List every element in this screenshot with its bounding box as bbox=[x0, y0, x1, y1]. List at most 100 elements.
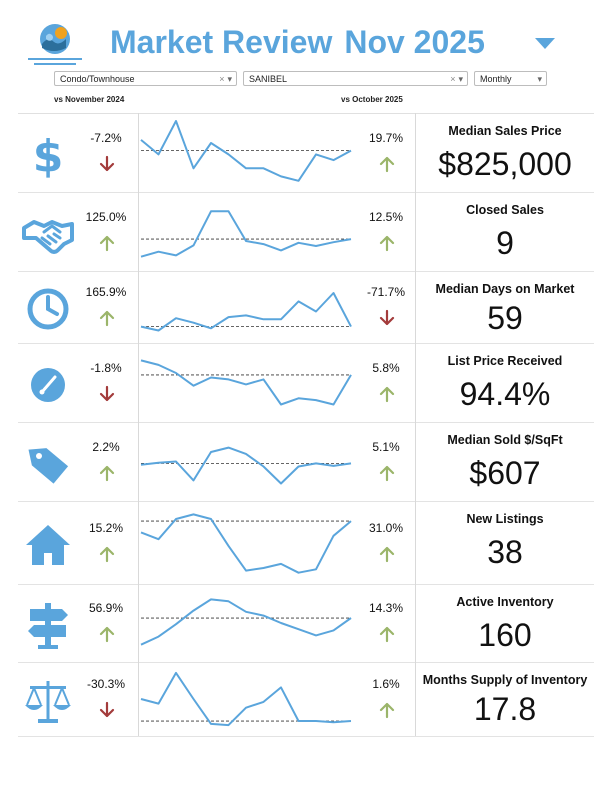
trend-sparkline bbox=[140, 446, 352, 485]
area-value: SANIBEL bbox=[249, 74, 288, 84]
arrow-up-icon bbox=[99, 465, 115, 481]
arrow-down-icon bbox=[99, 155, 115, 171]
yoy-comparison-label: vs November 2024 bbox=[54, 95, 125, 104]
clear-icon[interactable]: × bbox=[450, 74, 456, 84]
clear-icon[interactable]: × bbox=[219, 74, 225, 84]
frequency-select[interactable]: Monthly ▾ bbox=[474, 71, 547, 86]
gauge-icon bbox=[31, 367, 65, 402]
metric-row: 165.9% -71.7% Median Days on Market 59 bbox=[18, 271, 594, 344]
trend-line bbox=[140, 210, 352, 258]
clock-icon bbox=[27, 288, 69, 330]
price-tag-icon bbox=[28, 447, 69, 484]
yoy-change: 15.2% bbox=[88, 520, 124, 535]
trend-line bbox=[140, 598, 352, 646]
mom-change: 12.5% bbox=[368, 209, 404, 224]
metric-row: 125.0% 12.5% Closed Sales 9 bbox=[18, 192, 594, 272]
arrow-up-icon bbox=[379, 235, 395, 251]
metric-name: Closed Sales bbox=[466, 203, 544, 217]
arrow-up-icon bbox=[99, 310, 115, 327]
yoy-change: 56.9% bbox=[88, 601, 124, 615]
trend-line bbox=[140, 446, 352, 485]
trend-sparkline bbox=[140, 120, 352, 182]
metric-name: Median Sold $/SqFt bbox=[447, 433, 563, 447]
period-text: Nov 2025 bbox=[344, 24, 485, 60]
metric-value: $607 bbox=[469, 455, 541, 491]
arrow-down-icon bbox=[379, 309, 395, 326]
chevron-down-icon[interactable]: ▾ bbox=[227, 74, 232, 84]
mom-change: 31.0% bbox=[368, 520, 404, 535]
metric-value: 9 bbox=[496, 225, 514, 261]
trend-sparkline bbox=[140, 359, 352, 406]
metric-value: 160 bbox=[478, 617, 532, 653]
arrow-up-icon bbox=[99, 626, 115, 643]
metric-name: Median Days on Market bbox=[435, 282, 575, 296]
metric-row: -1.8% 5.8% List Price Received 94.4% bbox=[18, 343, 594, 423]
metric-value: 38 bbox=[487, 534, 523, 570]
property-type-value: Condo/Townhouse bbox=[60, 74, 135, 84]
metric-row: 56.9% 14.3% Active Inventory 160 bbox=[18, 584, 594, 663]
yoy-change: 125.0% bbox=[85, 209, 127, 224]
dollar-icon: $ bbox=[33, 131, 64, 181]
trend-sparkline bbox=[140, 598, 352, 646]
metric-name: List Price Received bbox=[447, 354, 563, 368]
yoy-change: -30.3% bbox=[86, 677, 126, 691]
trend-sparkline bbox=[140, 513, 352, 574]
mom-change: 14.3% bbox=[368, 601, 404, 615]
metric-name: Median Sales Price bbox=[448, 124, 562, 138]
frequency-value: Monthly bbox=[480, 74, 512, 84]
yoy-change: 165.9% bbox=[85, 285, 127, 299]
trend-line bbox=[140, 671, 352, 727]
arrow-up-icon bbox=[99, 235, 115, 251]
arrow-down-icon bbox=[99, 385, 115, 401]
mom-change: 1.6% bbox=[372, 677, 400, 691]
trend-sparkline bbox=[140, 671, 352, 727]
trend-line bbox=[140, 513, 352, 574]
column-divider bbox=[138, 113, 139, 736]
metric-name: Months Supply of Inventory bbox=[422, 673, 588, 687]
trend-line bbox=[140, 292, 352, 332]
yoy-change: 2.2% bbox=[92, 439, 120, 454]
trend-line bbox=[140, 359, 352, 406]
signpost-icon bbox=[28, 603, 68, 649]
arrow-up-icon bbox=[379, 626, 395, 643]
mom-comparison-label: vs October 2025 bbox=[341, 95, 403, 104]
arrow-up-icon bbox=[99, 546, 115, 562]
mom-change: 19.7% bbox=[368, 130, 404, 145]
arrow-down-icon bbox=[99, 701, 115, 718]
arrow-up-icon bbox=[379, 702, 395, 719]
metric-row: $ -7.2% 19.7% Median Sales Price $825,000 bbox=[18, 113, 594, 193]
property-type-select[interactable]: Condo/Townhouse × ▾ bbox=[54, 71, 237, 86]
metric-value: 17.8 bbox=[473, 691, 537, 727]
mom-change: -71.7% bbox=[366, 285, 406, 299]
metric-name: Active Inventory bbox=[456, 595, 554, 609]
trend-sparkline bbox=[140, 210, 352, 258]
title-text: Market Review bbox=[110, 24, 333, 60]
chevron-down-icon[interactable]: ▾ bbox=[537, 74, 542, 84]
yoy-change: -7.2% bbox=[90, 130, 122, 145]
svg-text:$: $ bbox=[33, 131, 64, 181]
column-divider bbox=[415, 113, 416, 736]
house-icon bbox=[26, 524, 70, 565]
area-select[interactable]: SANIBEL × ▾ bbox=[243, 71, 468, 86]
brokerage-logo bbox=[28, 24, 82, 65]
yoy-change: -1.8% bbox=[90, 360, 122, 375]
period-dropdown-icon[interactable] bbox=[534, 36, 556, 50]
mom-change: 5.1% bbox=[372, 439, 400, 454]
report-title: Market Review Nov 2025 bbox=[110, 20, 485, 64]
metric-value: 94.4% bbox=[459, 376, 551, 412]
handshake-icon bbox=[22, 219, 74, 254]
metric-value: 59 bbox=[487, 300, 523, 336]
arrow-up-icon bbox=[379, 156, 395, 172]
trend-line bbox=[140, 120, 352, 182]
metric-row: -30.3% 1.6% Months Supply of Inventory 17.8 bbox=[18, 662, 594, 737]
arrow-up-icon bbox=[379, 386, 395, 402]
chevron-down-icon[interactable]: ▾ bbox=[458, 74, 463, 84]
metric-value: $825,000 bbox=[438, 146, 572, 182]
arrow-up-icon bbox=[379, 465, 395, 481]
table-top-border bbox=[18, 113, 594, 114]
metric-row: 2.2% 5.1% Median Sold $/SqFt $607 bbox=[18, 422, 594, 502]
scale-icon bbox=[25, 681, 71, 723]
arrow-up-icon bbox=[379, 546, 395, 562]
metric-row: 15.2% 31.0% New Listings 38 bbox=[18, 501, 594, 585]
trend-sparkline bbox=[140, 292, 352, 332]
